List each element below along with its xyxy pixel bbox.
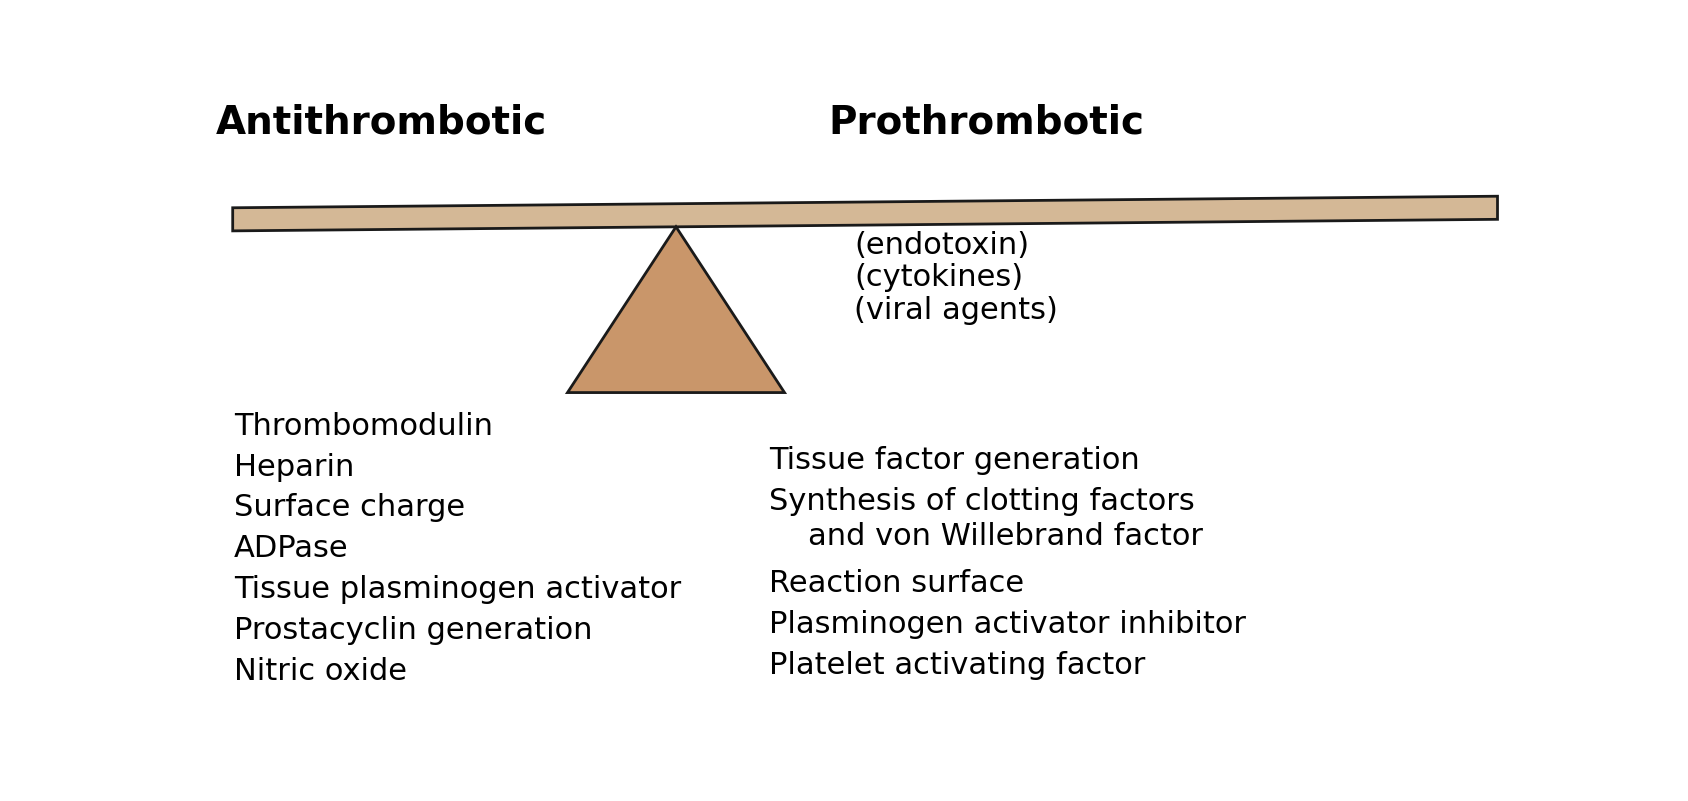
Text: Prostacyclin generation: Prostacyclin generation: [235, 616, 592, 645]
Text: (viral agents): (viral agents): [854, 296, 1058, 324]
Text: Tissue plasminogen activator: Tissue plasminogen activator: [235, 575, 682, 604]
Text: Prothrombotic: Prothrombotic: [829, 104, 1144, 142]
Text: Thrombomodulin: Thrombomodulin: [235, 412, 493, 441]
Polygon shape: [567, 227, 785, 392]
Polygon shape: [233, 196, 1497, 231]
Text: Tissue factor generation: Tissue factor generation: [770, 446, 1139, 476]
Text: Plasminogen activator inhibitor: Plasminogen activator inhibitor: [770, 610, 1246, 638]
Text: (cytokines): (cytokines): [854, 264, 1023, 292]
Text: Synthesis of clotting factors
    and von Willebrand factor: Synthesis of clotting factors and von Wi…: [770, 487, 1204, 551]
Text: Heparin: Heparin: [235, 453, 354, 481]
Text: Surface charge: Surface charge: [235, 493, 466, 522]
Text: Reaction surface: Reaction surface: [770, 569, 1025, 598]
Text: (endotoxin): (endotoxin): [854, 231, 1030, 260]
Text: Nitric oxide: Nitric oxide: [235, 657, 407, 686]
Text: ADPase: ADPase: [235, 534, 349, 563]
Text: Platelet activating factor: Platelet activating factor: [770, 650, 1146, 679]
Text: Antithrombotic: Antithrombotic: [216, 104, 547, 142]
